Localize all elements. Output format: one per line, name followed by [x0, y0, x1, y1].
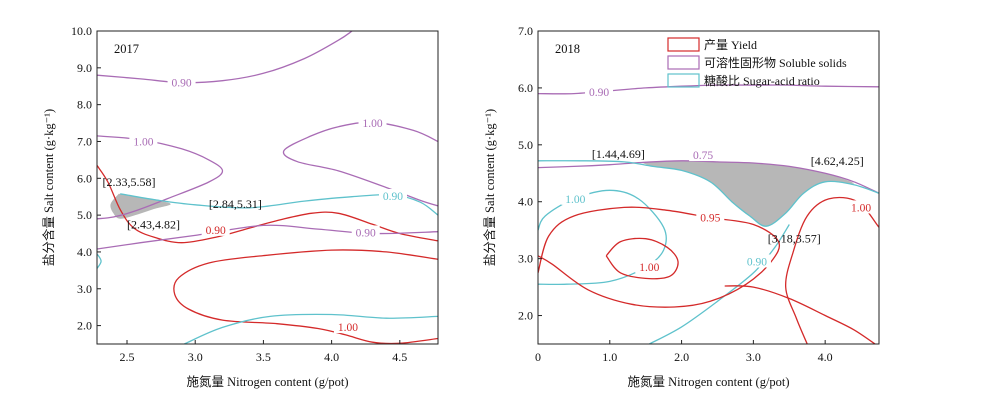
legend-label: 产量 Yield	[704, 38, 757, 52]
contour-level-label: 0.90	[356, 227, 376, 239]
plot-area: 0.90 0.75 1.00 0.90 0.95 1.00 1.00 [1.44,4.69] […	[538, 84, 879, 344]
yield-contour-line	[97, 165, 438, 244]
contour-level-label: 0.90	[172, 78, 192, 90]
y-tick-label: 5.0	[77, 208, 92, 222]
x-tick-label: 1.0	[602, 350, 617, 364]
contour-label-bg	[742, 254, 771, 268]
contour-level-label: 0.90	[747, 256, 767, 268]
x-tick-label: 4.0	[818, 350, 833, 364]
legend-swatch-yield	[667, 37, 700, 52]
x-tick-label: 0	[535, 350, 541, 364]
sugar-contour-line	[538, 160, 879, 227]
x-axis-label: 施氮量 Nitrogen content (g/pot)	[627, 374, 789, 389]
point-annotation: [1.44,4.69]	[592, 147, 645, 161]
contour-level-label: 0.90	[206, 225, 226, 237]
contour-label-bg	[378, 188, 407, 202]
point-annotation: [2.43,4.82]	[127, 217, 180, 231]
contour-level-label: 0.90	[383, 191, 403, 203]
contour-level-label: 0.95	[700, 213, 720, 225]
y-tick-label: 6.0	[77, 171, 92, 185]
panel-2018: 0.900.751.000.900.951.001.00[1.44,4.69][…	[482, 24, 880, 389]
yield-contour-line	[785, 196, 879, 344]
plot-area: 0.90 1.00 0.90 1.00 1.00 0.90 0.90 [2.33,5.58] […	[97, 31, 438, 344]
x-tick-label: 3.0	[188, 350, 203, 364]
y-tick-label: 4.0	[77, 245, 92, 259]
legend-label: 糖酸比 Sugar-acid ratio	[704, 73, 820, 88]
legend-swatch-sugar	[667, 73, 700, 88]
x-tick-label: 4.0	[324, 350, 339, 364]
x-tick-label: 3.0	[746, 350, 761, 364]
x-tick-label: 3.5	[256, 350, 271, 364]
y-tick-label: 2.0	[518, 309, 533, 323]
contour-label-bg	[689, 148, 718, 162]
contour-level-label: 1.00	[338, 322, 358, 334]
point-annotation: [4.62,4.25]	[811, 154, 864, 168]
point-annotation: [3.18,3.57]	[768, 232, 821, 246]
y-tick-label: 7.0	[77, 134, 92, 148]
yield-contour-line	[724, 285, 877, 344]
soluble-contour-line	[538, 160, 879, 194]
contour-label-bg	[561, 191, 590, 205]
contour-label-bg	[129, 134, 158, 148]
sugar-contour-line	[120, 193, 438, 216]
overlap-region	[641, 160, 854, 227]
panel-label: 2018	[555, 42, 580, 56]
contour-label-bg	[635, 260, 664, 274]
contour-label-bg	[585, 84, 614, 98]
point-annotation: [2.33,5.58]	[102, 175, 155, 189]
y-tick-label: 4.0	[518, 195, 533, 209]
y-tick-label: 3.0	[77, 282, 92, 296]
soluble-contour-line	[282, 121, 438, 207]
contour-label-bg	[167, 75, 196, 89]
contour-label-bg	[358, 116, 387, 130]
y-tick-label: 7.0	[518, 24, 533, 38]
soluble-contour-line	[97, 135, 224, 220]
legend-swatch-soluble	[667, 55, 700, 70]
contour-label-bg	[847, 200, 876, 214]
x-tick-label: 2.0	[674, 350, 689, 364]
legend-label: 可溶性固形物 Soluble solids	[704, 55, 847, 70]
y-axis-label: 盐分含量 Salt content (g·kg⁻¹)	[482, 109, 497, 266]
x-axis-label: 施氮量 Nitrogen content (g/pot)	[186, 374, 348, 389]
contour-level-label: 0.90	[589, 87, 609, 99]
sugar-contour-line	[184, 313, 438, 344]
x-tick-label: 4.5	[392, 350, 407, 364]
contour-level-label: 1.00	[133, 136, 153, 148]
contour-level-label: 1.00	[565, 194, 585, 206]
yield-contour-line	[605, 237, 679, 280]
contour-label-bg	[351, 225, 380, 239]
contour-level-label: 1.00	[851, 202, 871, 214]
plot-frame	[96, 30, 439, 345]
point-annotation: [2.84,5.31]	[209, 197, 262, 211]
contour-label-bg	[696, 210, 725, 224]
y-tick-label: 5.0	[518, 138, 533, 152]
yield-contour-line	[173, 249, 438, 344]
contour-level-label: 1.00	[362, 118, 382, 130]
sugar-contour-line	[649, 224, 790, 344]
y-tick-label: 3.0	[518, 252, 533, 266]
y-tick-label: 10.0	[71, 24, 92, 38]
sugar-contour-line	[97, 253, 102, 269]
panel-label: 2017	[114, 42, 139, 56]
contour-level-label: 1.00	[639, 262, 659, 274]
y-tick-label: 9.0	[77, 61, 92, 75]
x-tick-label: 2.5	[120, 350, 135, 364]
contour-label-bg	[201, 222, 230, 236]
contour-level-label: 0.75	[693, 150, 713, 162]
contour-label-bg	[333, 320, 362, 334]
y-axis-label: 盐分含量 Salt content (g·kg⁻¹)	[41, 109, 56, 266]
soluble-contour-line	[97, 31, 353, 84]
yield-contour-line	[538, 206, 781, 308]
y-tick-label: 2.0	[77, 319, 92, 333]
panel-2017: 0.90 1.00 0.90 1.00 1.00 0.90 0.90 [2.33,5.58] […	[41, 24, 439, 389]
y-tick-label: 6.0	[518, 81, 533, 95]
plot-frame	[537, 30, 880, 345]
y-tick-label: 8.0	[77, 98, 92, 112]
